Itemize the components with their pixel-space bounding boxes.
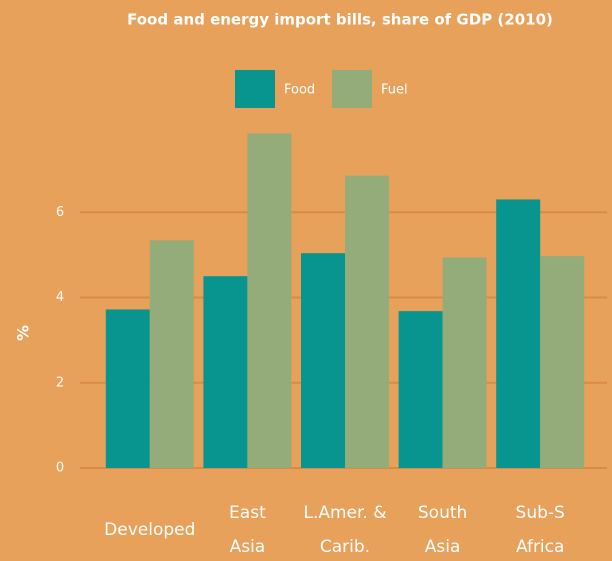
x-tick-label-line: East <box>229 503 266 523</box>
x-tick-label-line: South <box>418 503 467 523</box>
bar <box>398 311 443 468</box>
bar <box>540 256 585 468</box>
legend-label: Food <box>284 83 315 98</box>
x-tick-label-line: Asia <box>425 537 461 557</box>
y-tick-label: 2 <box>56 375 64 390</box>
x-tick-label-line: Carib. <box>320 537 370 557</box>
legend-swatch <box>235 70 275 108</box>
x-tick-label-line: Asia <box>230 537 266 557</box>
x-tick-label-line: Africa <box>516 537 565 557</box>
y-tick-label: 4 <box>56 290 64 305</box>
bar <box>149 240 194 468</box>
x-tick-label: L.Amer. & Carib. <box>303 503 386 557</box>
x-tick-label: Developed <box>104 520 195 540</box>
bar <box>247 133 292 469</box>
y-tick-label: 6 <box>56 205 64 220</box>
bar <box>301 253 345 468</box>
bar <box>345 175 389 468</box>
bar <box>496 199 541 468</box>
x-tick-label: East Asia <box>229 503 266 557</box>
bar <box>442 257 487 468</box>
legend-label: Fuel <box>381 83 408 98</box>
y-axis-label: % <box>14 325 33 341</box>
x-tick-label: Sub-S Africa <box>516 503 565 557</box>
chart-title: Food and energy import bills, share of G… <box>127 11 553 29</box>
x-tick-label-line: L.Amer. & <box>303 503 386 523</box>
x-tick-label: South Asia <box>418 503 467 557</box>
bar <box>105 309 150 468</box>
y-tick-label: 0 <box>56 461 64 476</box>
legend-swatch <box>332 70 372 108</box>
x-tick-label-line: Sub-S <box>516 503 565 523</box>
bar <box>203 276 248 468</box>
